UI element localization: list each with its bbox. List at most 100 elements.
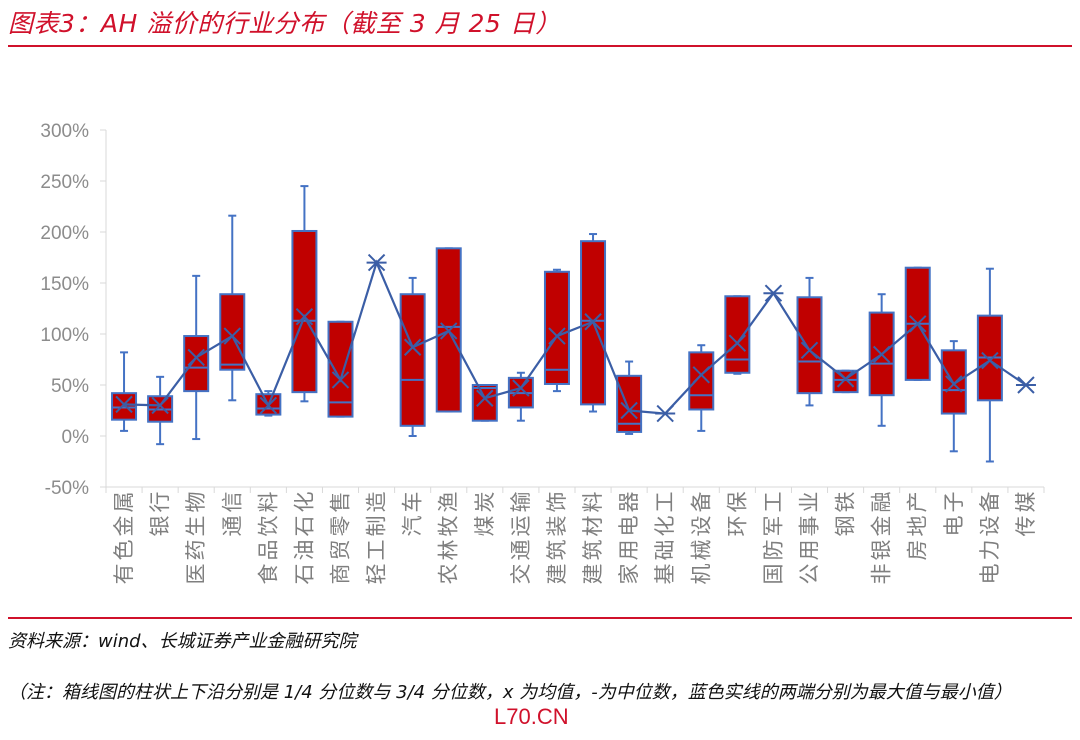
svg-text:保: 保	[725, 492, 749, 513]
svg-text:售: 售	[329, 492, 353, 513]
svg-text:国: 国	[761, 564, 785, 585]
chart-title: 图表3：AH 溢价的行业分布（截至 3 月 25 日）	[8, 9, 561, 38]
svg-text:材: 材	[581, 516, 605, 537]
svg-text:装: 装	[545, 516, 569, 537]
svg-text:工: 工	[761, 492, 785, 513]
svg-text:渔: 渔	[437, 492, 461, 513]
box-21	[868, 293, 895, 427]
svg-text:牧: 牧	[437, 516, 461, 537]
svg-text:银: 银	[870, 540, 894, 561]
svg-text:色: 色	[112, 540, 136, 561]
svg-text:产: 产	[906, 492, 930, 513]
svg-text:金: 金	[870, 516, 894, 537]
svg-text:生: 生	[184, 516, 208, 537]
title-divider	[8, 45, 1072, 47]
svg-text:工: 工	[653, 492, 677, 513]
box-11	[507, 371, 534, 422]
svg-text:备: 备	[689, 492, 713, 513]
box-23	[940, 340, 967, 453]
x-category-label: 房地产	[906, 492, 930, 561]
svg-text:有: 有	[112, 564, 136, 585]
box-0	[111, 351, 138, 432]
svg-text:属: 属	[112, 492, 136, 513]
box-13	[580, 233, 607, 413]
svg-text:汽: 汽	[401, 516, 425, 537]
svg-text:钢: 钢	[834, 516, 858, 537]
x-category-label: 电子	[942, 492, 966, 537]
svg-text:输: 输	[509, 492, 533, 513]
svg-text:贸: 贸	[329, 540, 353, 561]
mean-line	[115, 253, 1036, 423]
y-tick-label: 250%	[40, 172, 89, 193]
svg-text:建: 建	[581, 564, 605, 585]
svg-text:筑: 筑	[545, 540, 569, 561]
svg-text:础: 础	[653, 540, 677, 561]
svg-text:建: 建	[545, 564, 569, 585]
svg-text:设: 设	[689, 516, 713, 537]
svg-text:料: 料	[256, 492, 280, 513]
box-6	[327, 320, 354, 418]
y-tick-label: 100%	[40, 325, 89, 346]
svg-text:事: 事	[798, 516, 822, 537]
svg-text:信: 信	[220, 492, 244, 513]
svg-text:防: 防	[761, 540, 785, 561]
svg-text:医: 医	[184, 564, 208, 585]
box-16	[688, 344, 715, 432]
svg-text:行: 行	[148, 492, 172, 513]
svg-text:饮: 饮	[256, 516, 280, 537]
y-axis: -50% 0% 50% 100% 150% 200% 250% 300%	[40, 121, 107, 499]
svg-text:化: 化	[653, 516, 677, 537]
svg-text:通: 通	[220, 516, 244, 537]
svg-text:零: 零	[329, 516, 353, 537]
svg-text:工: 工	[365, 540, 389, 561]
svg-text:电: 电	[617, 516, 641, 537]
x-category-label: 银行	[148, 492, 172, 537]
svg-text:商: 商	[329, 564, 353, 585]
svg-text:林: 林	[437, 540, 461, 561]
box-5	[291, 185, 318, 403]
svg-text:金: 金	[112, 516, 136, 537]
svg-text:器: 器	[617, 492, 641, 513]
svg-text:设: 设	[978, 516, 1002, 537]
box-22	[904, 266, 931, 381]
box-24	[976, 267, 1003, 463]
y-tick-label: 0%	[62, 427, 90, 448]
svg-text:制: 制	[365, 516, 389, 537]
y-tick-label: 200%	[40, 223, 89, 244]
svg-text:用: 用	[617, 540, 641, 561]
box-17	[724, 295, 751, 375]
x-axis: 有色金属银行医药生物通信食品饮料石油石化商贸零售轻工制造汽车农林牧渔煤炭交通运输…	[105, 486, 1045, 585]
box-10	[471, 384, 498, 422]
y-tick-label: 150%	[40, 274, 89, 295]
svg-text:品: 品	[256, 540, 280, 561]
box-19	[796, 276, 823, 407]
source-note: 资料来源：wind、长城证券产业金融研究院	[8, 631, 357, 652]
svg-text:炭: 炭	[473, 492, 497, 513]
svg-text:石: 石	[292, 516, 316, 537]
box-3	[219, 214, 246, 402]
svg-text:煤: 煤	[473, 516, 497, 537]
box-2	[183, 274, 210, 441]
svg-text:铁: 铁	[834, 492, 858, 513]
svg-text:料: 料	[581, 492, 605, 513]
svg-text:家: 家	[617, 564, 641, 585]
svg-text:基: 基	[653, 564, 677, 585]
box-series	[111, 185, 1003, 463]
box-12	[543, 268, 570, 393]
explanatory-note: （注：箱线图的柱状上下沿分别是 1/4 分位数与 3/4 分位数，x 为均值，-…	[8, 682, 1012, 703]
x-category-label: 环保	[725, 492, 749, 537]
svg-text:融: 融	[870, 492, 894, 513]
svg-text:电: 电	[978, 564, 1002, 585]
svg-text:械: 械	[689, 540, 713, 561]
